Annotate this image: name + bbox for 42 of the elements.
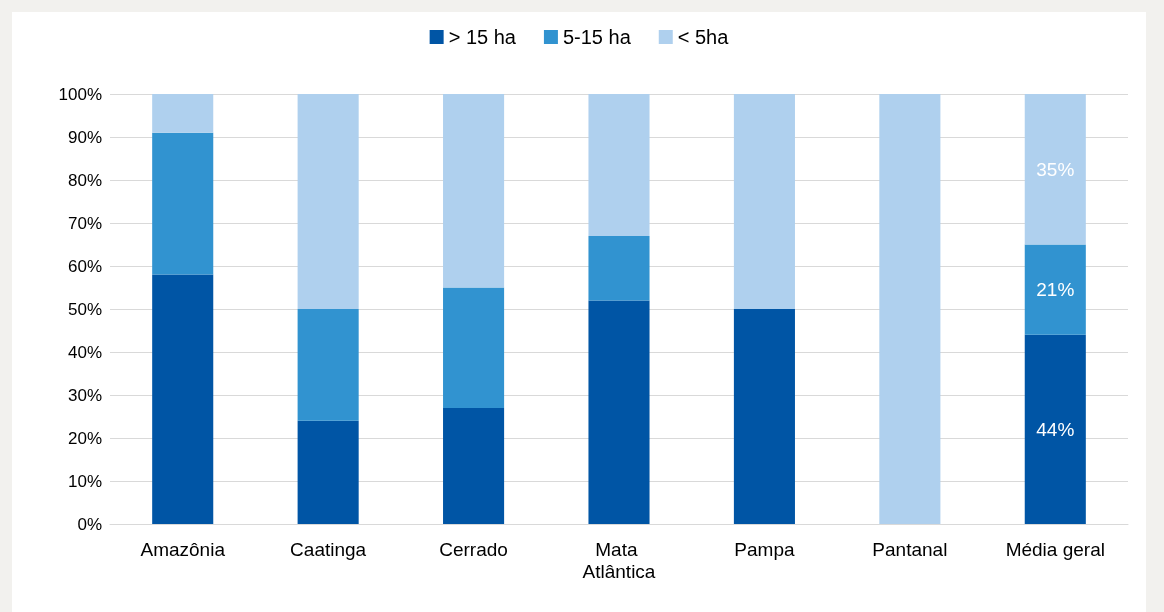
y-tick-label: 30% [67, 385, 102, 405]
y-tick-label: 70% [67, 213, 102, 233]
bar [152, 132, 214, 275]
data-label: 35% [1036, 158, 1075, 180]
x-tick-label: Pantanal [872, 538, 948, 560]
y-tick-label: 0% [77, 514, 102, 534]
bar [1024, 244, 1086, 335]
bar [443, 94, 505, 288]
data-label: 21% [1036, 279, 1075, 301]
bar [733, 94, 795, 309]
bar [297, 309, 359, 421]
bar [443, 407, 505, 524]
bar [443, 287, 505, 408]
bar [588, 235, 650, 301]
legend-label: > 15 ha [448, 26, 517, 48]
y-tick-label: 40% [67, 342, 102, 362]
bar [1024, 334, 1086, 524]
x-tick-label: Caatinga [290, 538, 367, 560]
x-tick-label: Média geral [1005, 538, 1105, 560]
y-tick-label: 60% [67, 256, 102, 276]
bar [152, 94, 214, 133]
bar [588, 300, 650, 524]
bar [588, 94, 650, 236]
bar [1024, 94, 1086, 245]
bar [297, 420, 359, 524]
x-tick-label: Pampa [734, 538, 795, 560]
y-tick-label: 90% [67, 127, 102, 147]
bar [297, 94, 359, 309]
bar [733, 309, 795, 524]
y-tick-label: 10% [67, 471, 102, 491]
x-tick-label: Mata Atlântica [582, 538, 656, 582]
x-tick-label: Cerrado [439, 538, 508, 560]
y-tick-label: 100% [58, 84, 102, 104]
bar [879, 94, 941, 524]
x-tick-label: Amazônia [140, 538, 226, 560]
bar [152, 274, 214, 524]
data-label: 44% [1036, 418, 1075, 440]
y-tick-label: 50% [67, 299, 102, 319]
y-tick-label: 20% [67, 428, 102, 448]
legend-label: < 5ha [677, 26, 730, 48]
legend-label: 5-15 ha [562, 26, 632, 48]
y-tick-label: 80% [67, 170, 102, 190]
